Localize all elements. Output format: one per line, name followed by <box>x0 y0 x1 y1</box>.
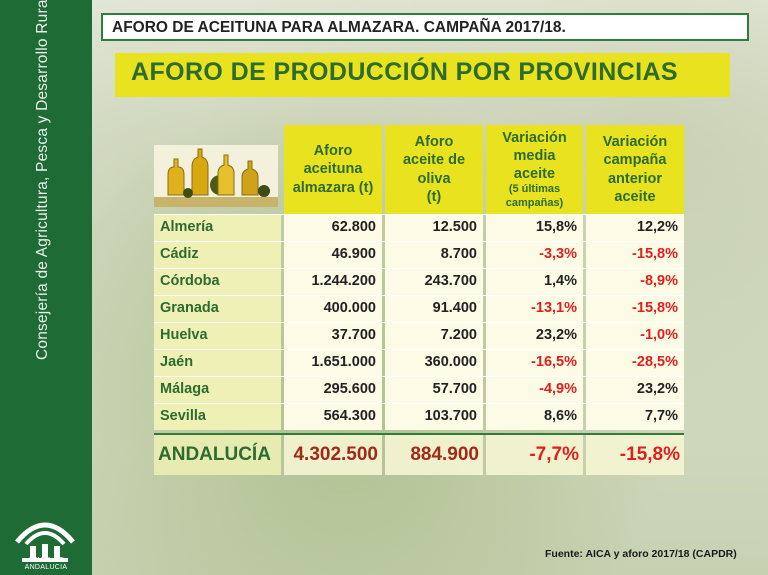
aceite-cell: 12.500 <box>385 215 483 241</box>
var-anterior-cell: 23,2% <box>586 377 684 403</box>
total-aceite: 884.900 <box>385 435 483 475</box>
aceituna-cell: 46.900 <box>284 242 382 268</box>
var-media-cell: 8,6% <box>486 404 583 430</box>
total-var-anterior: -15,8% <box>586 435 684 475</box>
var-media-cell: -13,1% <box>486 296 583 322</box>
aceite-cell: 103.700 <box>385 404 483 430</box>
var-anterior-cell: 7,7% <box>586 404 684 430</box>
province-cell: Sevilla <box>154 404 281 430</box>
aceituna-cell: 564.300 <box>284 404 382 430</box>
olive-oil-bottles-icon <box>154 145 278 207</box>
aceituna-cell: 1.651.000 <box>284 350 382 376</box>
var-media-cell: -3,3% <box>486 242 583 268</box>
table-header: Aforo aceituna almazara (t) Aforo aceite de… <box>154 125 684 214</box>
aceite-cell: 243.700 <box>385 269 483 295</box>
table-row: Cádiz 46.900 8.700 -3,3% -15,8% <box>154 241 684 268</box>
province-cell: Cádiz <box>154 242 281 268</box>
var-anterior-cell: -15,8% <box>586 296 684 322</box>
logo-text: JUNTA DE ANDALUCIA <box>24 557 68 571</box>
junta-andalucia-logo-icon <box>15 522 75 562</box>
table-row: Málaga 295.600 57.700 -4,9% 23,2% <box>154 376 684 403</box>
var-anterior-cell: -8,9% <box>586 269 684 295</box>
consejeria-label: Consejería de Agricultura, Pesca y Desar… <box>34 0 51 360</box>
var-anterior-cell: 12,2% <box>586 215 684 241</box>
var-anterior-cell: -15,8% <box>586 242 684 268</box>
table-row: Huelva 37.700 7.200 23,2% -1,0% <box>154 322 684 349</box>
province-cell: Jaén <box>154 350 281 376</box>
var-media-cell: -16,5% <box>486 350 583 376</box>
sidebar: Consejería de Agricultura, Pesca y Desar… <box>0 0 92 575</box>
source-note: Fuente: AICA y aforo 2017/18 (CAPDR) <box>545 548 737 560</box>
var-media-cell: -4,9% <box>486 377 583 403</box>
aceituna-cell: 37.700 <box>284 323 382 349</box>
total-aceituna: 4.302.500 <box>284 435 382 475</box>
province-cell: Granada <box>154 296 281 322</box>
table-row: Sevilla 564.300 103.700 8,6% 7,7% <box>154 403 684 430</box>
aceite-cell: 8.700 <box>385 242 483 268</box>
province-cell: Córdoba <box>154 269 281 295</box>
total-var-media: -7,7% <box>486 435 583 475</box>
page-title: AFORO DE ACEITUNA PARA ALMAZARA. CAMPAÑA… <box>101 13 749 41</box>
province-cell: Almería <box>154 215 281 241</box>
header-variacion-media: Variación media aceite (5 últimas campañas) <box>486 125 583 214</box>
table-row: Almería 62.800 12.500 15,8% 12,2% <box>154 214 684 241</box>
aceituna-cell: 295.600 <box>284 377 382 403</box>
var-media-cell: 23,2% <box>486 323 583 349</box>
aceite-cell: 91.400 <box>385 296 483 322</box>
aceite-cell: 7.200 <box>385 323 483 349</box>
header-aforo-aceituna: Aforo aceituna almazara (t) <box>284 125 382 214</box>
province-cell: Huelva <box>154 323 281 349</box>
var-media-cell: 1,4% <box>486 269 583 295</box>
header-aforo-aceite: Aforo aceite de oliva (t) <box>385 125 483 214</box>
aceituna-cell: 1.244.200 <box>284 269 382 295</box>
var-anterior-cell: -28,5% <box>586 350 684 376</box>
page-subtitle: AFORO DE PRODUCCIÓN POR PROVINCIAS <box>115 53 730 97</box>
total-label: ANDALUCÍA <box>154 435 281 475</box>
header-variacion-anterior: Variación campaña anterior aceite <box>586 125 684 214</box>
table-row: Córdoba 1.244.200 243.700 1,4% -8,9% <box>154 268 684 295</box>
aceite-cell: 57.700 <box>385 377 483 403</box>
var-anterior-cell: -1,0% <box>586 323 684 349</box>
total-row: ANDALUCÍA 4.302.500 884.900 -7,7% -15,8% <box>154 433 684 475</box>
aceituna-cell: 400.000 <box>284 296 382 322</box>
table-row: Jaén 1.651.000 360.000 -16,5% -28,5% <box>154 349 684 376</box>
production-table: Aforo aceituna almazara (t) Aforo aceite de… <box>154 125 684 475</box>
aceituna-cell: 62.800 <box>284 215 382 241</box>
table-row: Granada 400.000 91.400 -13,1% -15,8% <box>154 295 684 322</box>
var-media-cell: 15,8% <box>486 215 583 241</box>
aceite-cell: 360.000 <box>385 350 483 376</box>
province-cell: Málaga <box>154 377 281 403</box>
